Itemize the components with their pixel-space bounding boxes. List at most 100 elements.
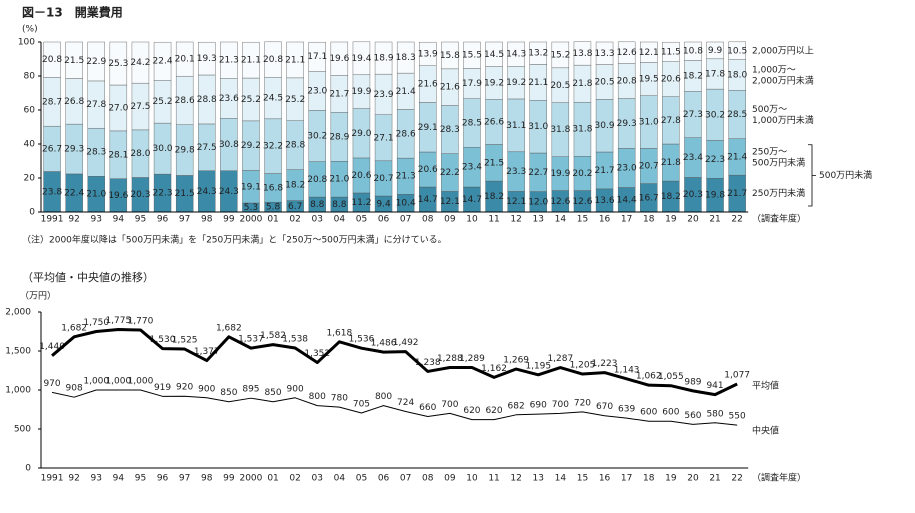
x-tick-label: 04 (334, 474, 346, 484)
value-label: 20.5 (595, 78, 615, 88)
x-tick-label: 10 (466, 215, 478, 225)
value-label: 1,486 (371, 339, 397, 349)
bar-segment (463, 41, 481, 69)
value-label: 11.2 (351, 198, 371, 208)
bar-segment (419, 41, 437, 66)
value-label: 12.0 (528, 197, 548, 207)
x-tick-label: 11 (488, 215, 499, 225)
value-label: 19.6 (329, 54, 349, 64)
value-label: 28.6 (175, 96, 195, 106)
x-tick-label: 02 (289, 474, 300, 484)
x-tick-label: 05 (356, 215, 367, 225)
value-label: 800 (309, 392, 326, 402)
value-label: 20.8 (42, 55, 62, 65)
value-label: 21.3 (219, 56, 239, 66)
x-tick-label: 08 (422, 474, 434, 484)
value-label: 18.2 (484, 192, 504, 202)
x-tick-label: 13 (533, 215, 544, 225)
value-label: 895 (242, 385, 259, 395)
value-label: 550 (729, 412, 746, 422)
value-label: 1,000 (83, 377, 109, 387)
x-tick-label: 97 (179, 215, 190, 225)
value-label: 23.4 (462, 163, 482, 173)
value-label: 1,582 (260, 331, 286, 341)
value-label: 23.3 (506, 167, 526, 177)
value-label: 1,223 (592, 359, 618, 369)
y-tick-label: 40 (24, 140, 36, 150)
value-label: 15.8 (440, 51, 460, 61)
value-label: 21.8 (661, 158, 681, 168)
value-label: 28.5 (727, 110, 747, 120)
value-label: 1,377 (194, 347, 220, 357)
value-label: 27.0 (108, 103, 128, 113)
value-label: 23.9 (374, 90, 394, 100)
y-axis-label: (%) (22, 25, 38, 35)
chart-title: 図－13 開業費用 (22, 5, 123, 20)
value-label: 29.1 (418, 123, 438, 133)
value-label: 31.0 (639, 118, 659, 128)
x-tick-label: 05 (356, 474, 367, 484)
bar-segment (65, 41, 83, 79)
bar-segment (286, 41, 304, 79)
x-tick-label: 22 (731, 215, 742, 225)
y-tick-label: 80 (24, 72, 36, 82)
x-tick-label: 17 (621, 474, 632, 484)
value-label: 20.6 (418, 165, 438, 175)
value-label: 28.1 (108, 150, 128, 160)
value-label: 1,682 (61, 323, 87, 333)
value-label: 30.2 (307, 132, 327, 142)
value-label: 20.7 (639, 162, 659, 172)
value-label: 18.3 (396, 53, 416, 63)
x-tick-label: 21 (709, 474, 720, 484)
value-label: 23.4 (683, 153, 703, 163)
x-tick-label: 01 (267, 215, 278, 225)
value-label: 1,750 (83, 318, 109, 328)
x-tick-label: 15 (577, 215, 588, 225)
value-label: 6.7 (288, 202, 302, 212)
x-tick-label: 19 (665, 474, 677, 484)
bar-segment (131, 41, 150, 84)
value-label: 19.6 (108, 191, 128, 201)
value-label: 27.5 (197, 143, 217, 153)
y-tick-label: 100 (18, 38, 35, 48)
value-label: 19.8 (705, 191, 725, 201)
bar-segment (175, 41, 194, 77)
value-label: 28.3 (440, 125, 460, 135)
value-label: 1,238 (415, 358, 441, 368)
bar-segment (595, 41, 614, 65)
value-label: 1,288 (437, 354, 463, 364)
y-tick-label: 0 (29, 208, 35, 218)
bar-segment (242, 41, 260, 79)
x-tick-label: 2000 (239, 474, 262, 484)
value-label: 28.5 (462, 119, 482, 129)
x-tick-label: 08 (422, 215, 434, 225)
x-tick-label: 14 (555, 215, 567, 225)
value-label: 1,530 (150, 335, 176, 345)
value-label: 19.3 (197, 54, 217, 64)
value-label: 13.6 (595, 196, 615, 206)
value-label: 21.6 (440, 83, 460, 93)
x-tick-label: 12 (510, 215, 521, 225)
bar-segment (396, 41, 415, 74)
value-label: 29.0 (351, 129, 371, 139)
value-label: 620 (463, 406, 480, 416)
value-label: 18.2 (661, 192, 681, 202)
value-label: 30.2 (705, 110, 725, 120)
value-label: 29.3 (617, 119, 637, 129)
bar-segment (374, 41, 393, 75)
value-label: 20.2 (572, 169, 592, 179)
value-label: 21.1 (241, 56, 261, 66)
value-label: 24.2 (130, 58, 150, 68)
x-tick-label: 11 (488, 474, 499, 484)
value-label: 21.4 (396, 87, 416, 97)
value-label: 700 (441, 400, 458, 410)
x-tick-label: 12 (510, 474, 521, 484)
bar-segment (441, 41, 459, 70)
value-label: 21.4 (727, 152, 747, 162)
x-tick-label: 16 (599, 474, 611, 484)
x-tick-label: 99 (223, 474, 235, 484)
value-label: 16.7 (639, 193, 659, 203)
value-label: 1,000 (128, 377, 154, 387)
value-label: 19.2 (506, 78, 526, 88)
value-label: 20.3 (683, 190, 703, 200)
